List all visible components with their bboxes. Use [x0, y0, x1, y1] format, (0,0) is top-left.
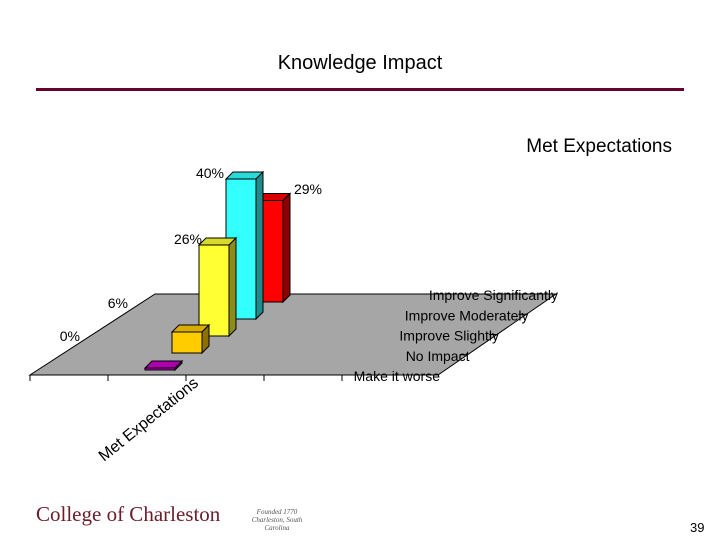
value-label: 26%: [174, 231, 202, 247]
founded-line-1: Founded 1770: [256, 508, 298, 516]
founded-line-2: Charleston, South Carolina: [251, 516, 303, 532]
bar-side-face: [255, 170, 264, 321]
bar-0: [143, 359, 184, 372]
slide-title: Knowledge Impact: [277, 52, 443, 74]
bar-side-face: [228, 236, 237, 338]
category-label: Improve Moderately: [405, 307, 529, 323]
category-label: Improve Slightly: [399, 328, 499, 344]
series-axis-label: Met Expectations: [96, 375, 202, 465]
title-rule: [36, 88, 684, 91]
bar-front-face: [171, 331, 203, 354]
bar-2: [197, 236, 238, 338]
bar-front-face: [144, 367, 176, 371]
value-label: 40%: [196, 165, 224, 181]
college-logo: College of Charleston: [36, 502, 221, 526]
value-label: 6%: [108, 295, 128, 311]
bar-1: [170, 323, 211, 355]
page-number: 39: [690, 520, 705, 535]
category-label: No Impact: [406, 348, 470, 364]
value-label: 0%: [60, 328, 80, 344]
category-label: Make it worse: [354, 368, 441, 384]
bar-front-face: [198, 244, 230, 337]
value-label: 29%: [294, 181, 322, 197]
category-axis: Make it worse No Impact Improve Slightly Im…: [354, 287, 558, 384]
chart-title: Met Expectations: [526, 136, 672, 157]
value-labels: 29% 40% 26% 6% 0%: [60, 165, 322, 344]
category-label: Improve Significantly: [429, 287, 558, 303]
chart: Make it worse No Impact Improve Slightly Im…: [28, 136, 672, 465]
founded-seal: Founded 1770 Charleston, South Carolina: [242, 508, 312, 532]
chart-bars: [143, 170, 292, 372]
bar-side-face: [282, 192, 291, 304]
